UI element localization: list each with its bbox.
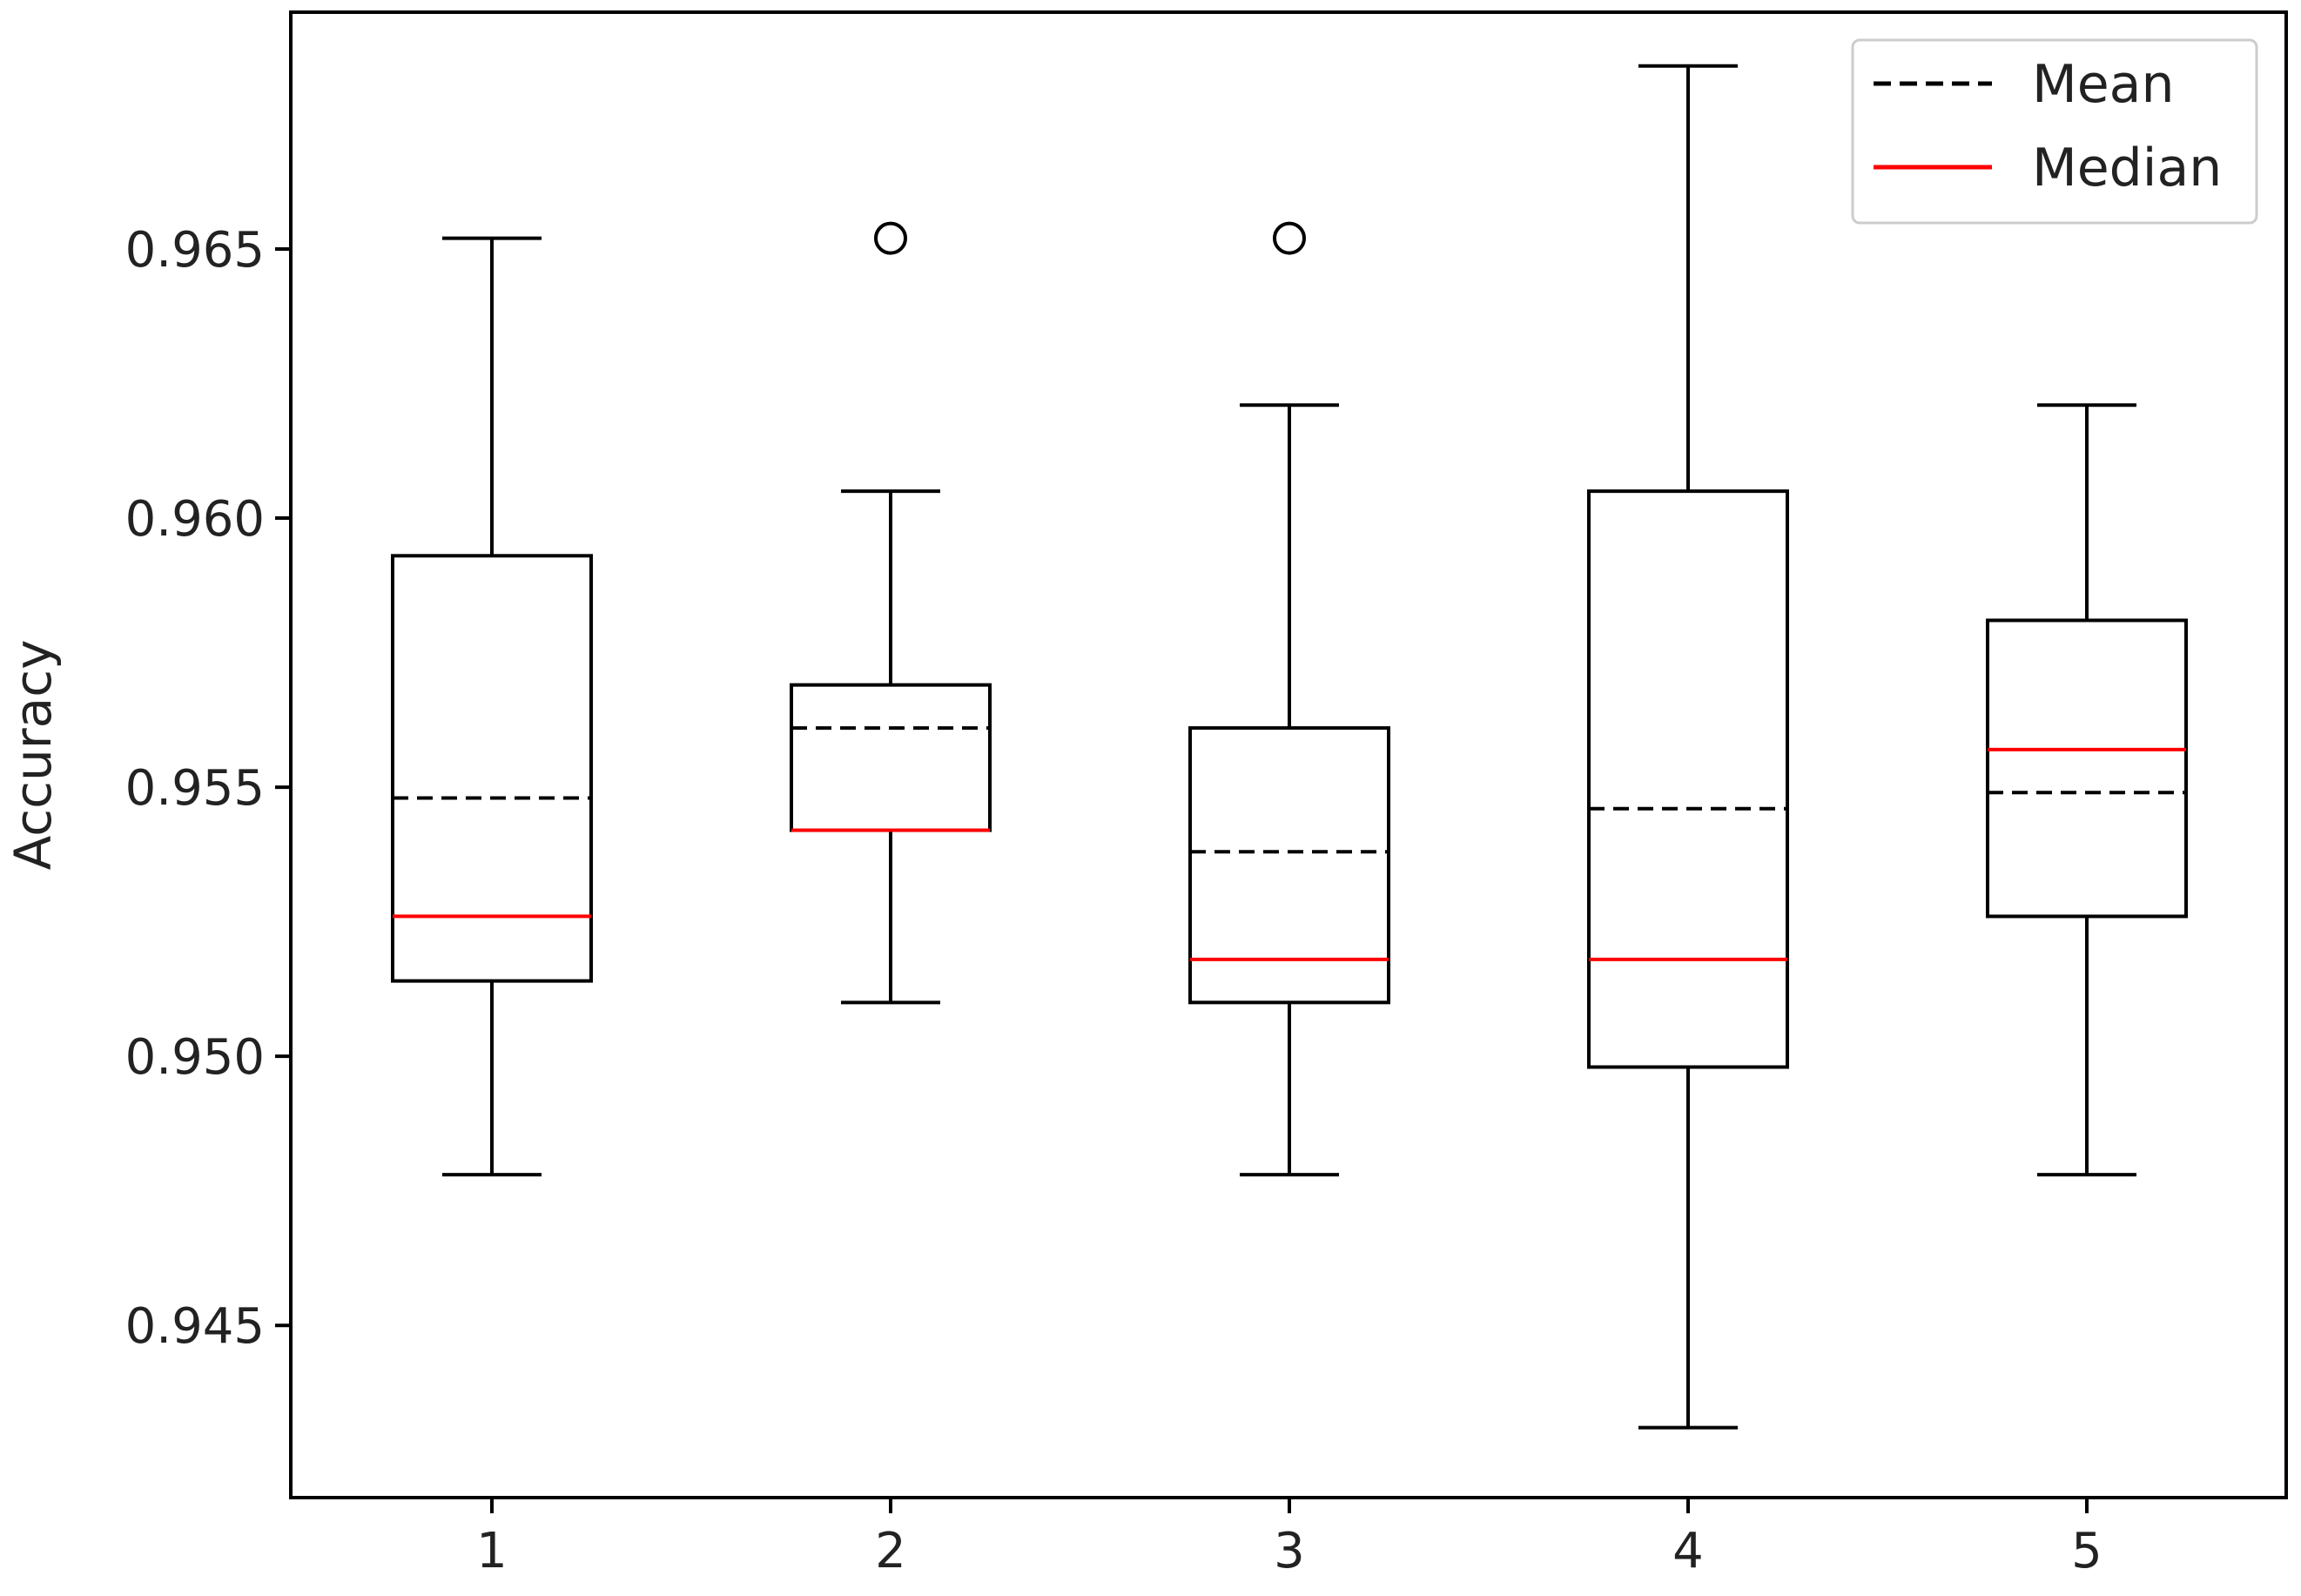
y-tick-label: 0.955 — [125, 760, 265, 817]
y-tick-label: 0.965 — [125, 222, 265, 279]
iqr-box — [1986, 618, 2188, 919]
outlier-point — [1273, 221, 1306, 255]
x-tick-label: 4 — [1672, 1523, 1704, 1579]
y-tick-label: 0.960 — [125, 491, 265, 548]
x-tick-label: 3 — [1274, 1523, 1305, 1579]
y-tick-label: 0.945 — [125, 1298, 265, 1355]
y-axis: 0.945 0.950 0.955 0.960 0.965 — [125, 222, 291, 1355]
box-series — [391, 64, 2188, 1430]
x-tick-label: 5 — [2071, 1523, 2103, 1579]
x-tick-label: 1 — [476, 1523, 508, 1579]
box-1 — [391, 236, 593, 1177]
y-tick-label: 0.950 — [125, 1029, 265, 1086]
iqr-box — [790, 683, 992, 832]
legend: Mean Median — [1851, 38, 2258, 225]
iqr-box — [1188, 726, 1390, 1005]
box-2 — [790, 221, 992, 1005]
outlier-point — [874, 221, 907, 255]
y-axis-label: Accuracy — [3, 640, 63, 871]
x-tick-label: 2 — [875, 1523, 906, 1579]
x-axis: 1 2 3 4 5 — [476, 1498, 2103, 1579]
iqr-box — [1587, 489, 1789, 1069]
iqr-box — [391, 554, 593, 983]
box-5 — [1986, 403, 2188, 1177]
legend-median-label: Median — [2032, 138, 2222, 199]
box-3 — [1188, 221, 1390, 1177]
legend-mean-label: Mean — [2032, 54, 2174, 115]
box-4 — [1587, 64, 1789, 1430]
